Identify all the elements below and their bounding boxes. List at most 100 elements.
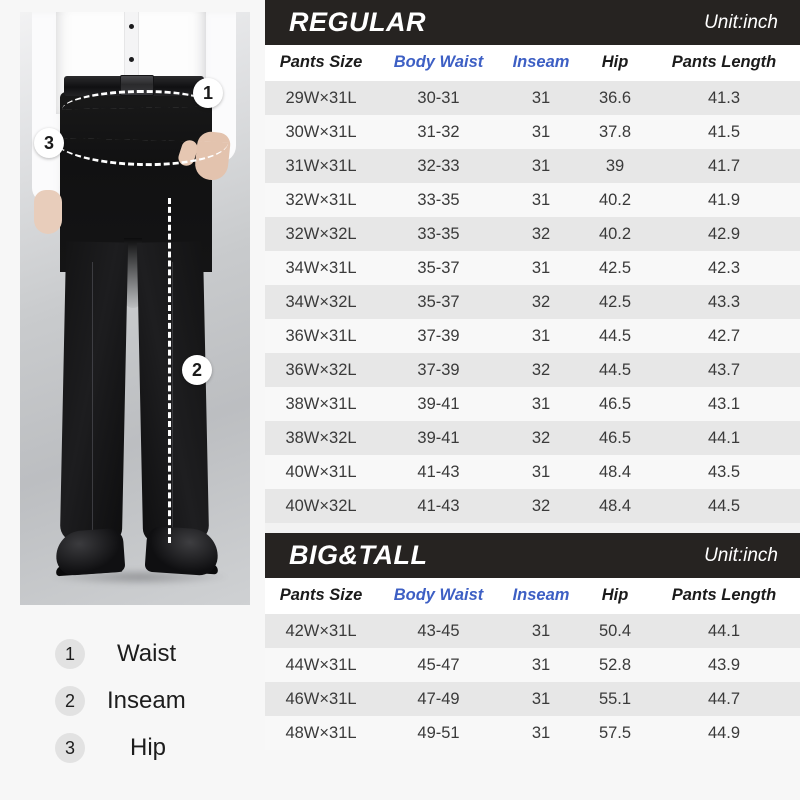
table-header-row: Pants Size Body Waist Inseam Hip Pants L… bbox=[265, 578, 800, 614]
col-pants-length: Pants Length bbox=[648, 45, 800, 81]
pants-leg-left bbox=[59, 241, 129, 543]
table-cell: 30W×31L bbox=[265, 115, 377, 149]
hand-left bbox=[34, 190, 62, 234]
table-cell: 44.1 bbox=[648, 614, 800, 648]
table-cell: 31 bbox=[500, 81, 582, 115]
table-cell: 40W×31L bbox=[265, 455, 377, 489]
table-row: 34W×31L 35-37 31 42.5 42.3 bbox=[265, 251, 800, 285]
legend-badge-2: 2 bbox=[55, 685, 85, 716]
table-cell: 49-51 bbox=[377, 716, 500, 750]
regular-table: Pants Size Body Waist Inseam Hip Pants L… bbox=[265, 45, 800, 523]
table-cell: 43-45 bbox=[377, 614, 500, 648]
table-cell: 36W×32L bbox=[265, 353, 377, 387]
bigtall-table-title: BIG&TALL bbox=[289, 540, 428, 570]
legend-badge-3: 3 bbox=[55, 732, 85, 763]
table-cell: 32 bbox=[500, 489, 582, 523]
measurement-legend: 1 Waist 2 Inseam 3 Hip bbox=[55, 630, 265, 771]
table-cell: 42.3 bbox=[648, 251, 800, 285]
table-cell: 30-31 bbox=[377, 81, 500, 115]
illustration-panel: 1 2 3 1 Waist 2 Inseam 3 Hip bbox=[0, 0, 265, 800]
pants-leg-right bbox=[136, 241, 210, 543]
table-cell: 47-49 bbox=[377, 682, 500, 716]
table-cell: 42.5 bbox=[582, 251, 648, 285]
table-cell: 31 bbox=[500, 149, 582, 183]
legend-item-waist: 1 Waist bbox=[55, 630, 265, 677]
table-cell: 31 bbox=[500, 319, 582, 353]
table-cell: 31 bbox=[500, 614, 582, 648]
model-figure bbox=[20, 12, 250, 605]
inseam-measure-line bbox=[168, 198, 171, 543]
bigtall-table-head: Pants Size Body Waist Inseam Hip Pants L… bbox=[265, 578, 800, 614]
table-cell: 37-39 bbox=[377, 319, 500, 353]
table-cell: 32W×32L bbox=[265, 217, 377, 251]
table-row: 29W×31L 30-31 31 36.6 41.3 bbox=[265, 81, 800, 115]
pants-crease-left bbox=[92, 262, 93, 532]
table-row: 36W×32L 37-39 32 44.5 43.7 bbox=[265, 353, 800, 387]
col-inseam: Inseam bbox=[500, 578, 582, 614]
col-inseam: Inseam bbox=[500, 45, 582, 81]
table-cell: 46W×31L bbox=[265, 682, 377, 716]
table-cell: 41.3 bbox=[648, 81, 800, 115]
table-cell: 37-39 bbox=[377, 353, 500, 387]
table-cell: 39 bbox=[582, 149, 648, 183]
table-cell: 44.9 bbox=[648, 716, 800, 750]
table-cell: 31 bbox=[500, 115, 582, 149]
table-cell: 40W×32L bbox=[265, 489, 377, 523]
table-row: 34W×32L 35-37 32 42.5 43.3 bbox=[265, 285, 800, 319]
shirt-button-bottom bbox=[129, 57, 134, 62]
table-cell: 55.1 bbox=[582, 682, 648, 716]
table-cell: 44.5 bbox=[648, 489, 800, 523]
table-cell: 31 bbox=[500, 682, 582, 716]
legend-label-hip: Hip bbox=[130, 733, 167, 761]
col-hip: Hip bbox=[582, 45, 648, 81]
col-hip: Hip bbox=[582, 578, 648, 614]
col-body-waist: Body Waist bbox=[377, 578, 500, 614]
table-header-row: Pants Size Body Waist Inseam Hip Pants L… bbox=[265, 45, 800, 81]
table-cell: 39-41 bbox=[377, 387, 500, 421]
table-cell: 42W×31L bbox=[265, 614, 377, 648]
table-cell: 45-47 bbox=[377, 648, 500, 682]
table-cell: 31 bbox=[500, 251, 582, 285]
regular-table-body: 29W×31L 30-31 31 36.6 41.3 30W×31L 31-32 31 37.8… bbox=[265, 81, 800, 523]
table-cell: 39-41 bbox=[377, 421, 500, 455]
table-cell: 32 bbox=[500, 217, 582, 251]
table-cell: 43.3 bbox=[648, 285, 800, 319]
table-row: 40W×32L 41-43 32 48.4 44.5 bbox=[265, 489, 800, 523]
table-row: 44W×31L 45-47 31 52.8 43.9 bbox=[265, 648, 800, 682]
table-cell: 38W×31L bbox=[265, 387, 377, 421]
table-cell: 32 bbox=[500, 353, 582, 387]
table-cell: 33-35 bbox=[377, 183, 500, 217]
bigtall-table-unit: Unit:inch bbox=[704, 544, 778, 566]
table-cell: 38W×32L bbox=[265, 421, 377, 455]
table-cell: 44W×31L bbox=[265, 648, 377, 682]
table-row: 32W×32L 33-35 32 40.2 42.9 bbox=[265, 217, 800, 251]
legend-label-inseam: Inseam bbox=[107, 686, 186, 714]
table-cell: 42.7 bbox=[648, 319, 800, 353]
regular-table-unit: Unit:inch bbox=[704, 11, 778, 33]
table-row: 36W×31L 37-39 31 44.5 42.7 bbox=[265, 319, 800, 353]
table-cell: 33-35 bbox=[377, 217, 500, 251]
table-cell: 37.8 bbox=[582, 115, 648, 149]
table-cell: 50.4 bbox=[582, 614, 648, 648]
table-row: 30W×31L 31-32 31 37.8 41.5 bbox=[265, 115, 800, 149]
table-cell: 57.5 bbox=[582, 716, 648, 750]
table-cell: 46.5 bbox=[582, 421, 648, 455]
legend-label-waist: Waist bbox=[117, 639, 177, 667]
table-cell: 43.7 bbox=[648, 353, 800, 387]
table-row: 32W×31L 33-35 31 40.2 41.9 bbox=[265, 183, 800, 217]
table-cell: 31 bbox=[500, 183, 582, 217]
size-tables: REGULAR Unit:inch Pants Size Body Waist … bbox=[265, 0, 800, 800]
regular-table-title: REGULAR bbox=[289, 7, 426, 37]
col-pants-size: Pants Size bbox=[265, 45, 377, 81]
table-cell: 41.5 bbox=[648, 115, 800, 149]
measure-marker-3-hip: 3 bbox=[34, 128, 64, 158]
table-cell: 40.2 bbox=[582, 217, 648, 251]
table-cell: 43.5 bbox=[648, 455, 800, 489]
table-cell: 42.9 bbox=[648, 217, 800, 251]
legend-item-inseam: 2 Inseam bbox=[55, 677, 265, 724]
table-row: 31W×31L 32-33 31 39 41.7 bbox=[265, 149, 800, 183]
table-cell: 29W×31L bbox=[265, 81, 377, 115]
table-cell: 41.9 bbox=[648, 183, 800, 217]
measure-marker-1-waist: 1 bbox=[193, 78, 223, 108]
